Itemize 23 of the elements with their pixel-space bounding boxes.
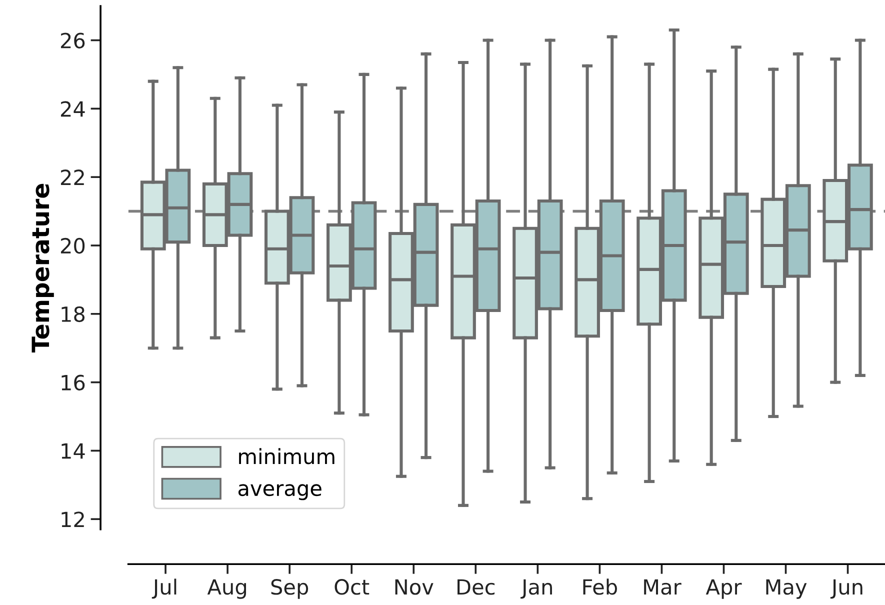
x-tick-label: Jun	[830, 579, 862, 599]
x-tick-label: Jul	[152, 578, 176, 599]
x-tick-label: Oct	[334, 579, 370, 595]
y-tick-label: 12	[62, 512, 84, 528]
y-tick-label: 14	[62, 443, 85, 459]
y-tick-label: 22	[60, 170, 84, 185]
y-tick-label: 18	[62, 306, 85, 322]
x-tick-label: Dec	[458, 579, 495, 595]
y-tick-label: 16	[62, 374, 85, 391]
legend-label: minimum	[239, 448, 334, 464]
y-tick-label: 20	[60, 238, 85, 254]
x-tick-label: Mar	[644, 579, 682, 595]
y-tick-label: 26	[60, 32, 85, 48]
x-tick-label: Nov	[395, 579, 434, 595]
x-tick-label: Jan	[520, 579, 552, 599]
x-tick-label: Sep	[271, 579, 308, 599]
x-tick-label: Feb	[583, 578, 617, 595]
x-tick-label: Aug	[207, 579, 246, 599]
x-tick-label: May	[766, 579, 807, 599]
y-tick-label: 24	[60, 101, 85, 117]
y-axis-title: Temperature	[32, 184, 54, 353]
x-tick-label: Apr	[706, 579, 742, 599]
legend-label: average	[238, 484, 322, 500]
